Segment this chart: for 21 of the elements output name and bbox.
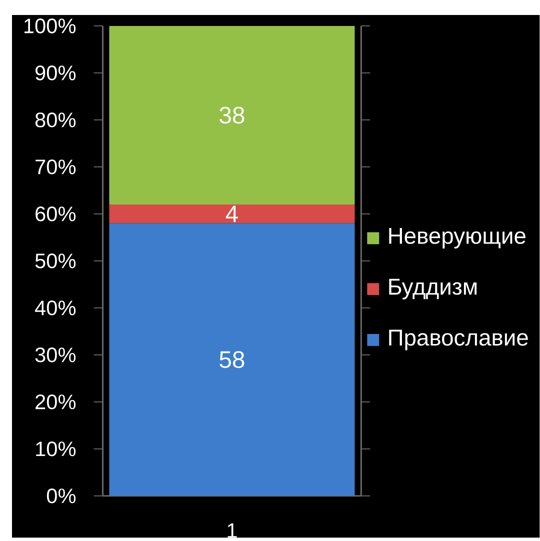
data-label: 4 bbox=[226, 206, 238, 222]
bar bbox=[109, 204, 355, 224]
legend-label: Православие bbox=[389, 330, 528, 350]
y-tick-label: 30% bbox=[35, 347, 76, 362]
y-tick-label: 40% bbox=[35, 300, 76, 316]
x-tick-label: 1 bbox=[228, 523, 237, 538]
y-tick-label: 0% bbox=[47, 488, 76, 504]
bar bbox=[109, 223, 355, 496]
y-tick-label: 90% bbox=[36, 66, 76, 80]
y-tick-label: 10% bbox=[36, 441, 76, 456]
y-tick-label: 60% bbox=[36, 206, 76, 222]
data-label: 38 bbox=[220, 106, 244, 124]
legend-label: Буддизм bbox=[389, 278, 477, 300]
data-label: 58 bbox=[220, 351, 244, 368]
y-tick-label: 70% bbox=[36, 160, 76, 174]
y-tick-label: 20% bbox=[36, 394, 76, 410]
bar bbox=[109, 26, 355, 205]
y-tick-label: 80% bbox=[36, 112, 76, 128]
legend-label: Неверующие bbox=[389, 228, 526, 248]
y-tick-label: 100% bbox=[24, 18, 76, 34]
y-tick-label: 50% bbox=[35, 254, 76, 268]
